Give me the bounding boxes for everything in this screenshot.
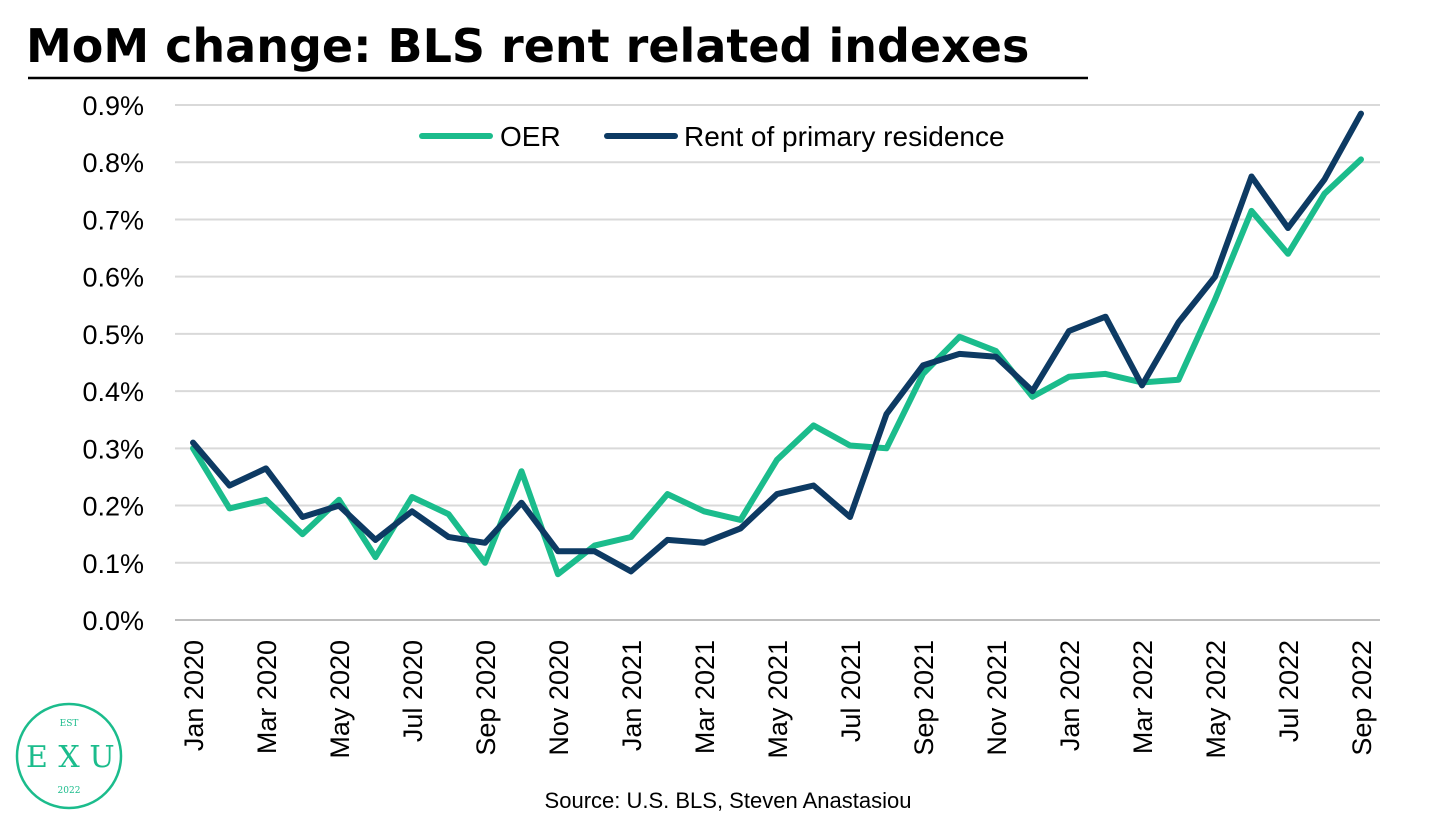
series-lines [190,110,1364,578]
legend-label: Rent of primary residence [684,121,1005,152]
x-tick-label: May 2020 [325,640,355,759]
x-tick-label: Jul 2020 [398,640,428,742]
y-tick-label: 0.3% [82,434,144,464]
x-tick-label: Jul 2022 [1274,640,1304,742]
chart-title: MoM change: BLS rent related indexes [26,19,1029,73]
logo-circle [15,702,123,810]
x-tick-label: Sep 2020 [471,640,501,756]
x-tick-label: Jan 2021 [617,640,647,751]
y-tick-label: 0.8% [82,148,144,178]
x-tick-label: Jul 2021 [836,640,866,742]
y-tick-label: 0.7% [82,205,144,235]
y-tick-label: 0.6% [82,263,144,293]
x-axis-ticks: Jan 2020 Mar 2020 May 2020 Jul 2020 Sep 2020… [179,640,1377,759]
logo-letter-right: U [89,740,114,775]
y-tick-label: 0.5% [82,320,144,350]
series-line-oer [190,156,1364,578]
y-tick-label: 0.0% [82,606,144,636]
x-tick-label: Jan 2020 [179,640,209,751]
legend: OER Rent of primary residence [419,121,1005,152]
logo-letter-left: E [26,740,48,775]
series-line-rent [190,110,1364,575]
x-tick-label: Jan 2022 [1055,640,1085,751]
x-tick-label: Nov 2021 [982,640,1012,756]
y-tick-label: 0.9% [82,91,144,121]
x-tick-label: Mar 2021 [690,640,720,754]
y-axis-ticks: 0.0% 0.1% 0.2% 0.3% 0.4% 0.5% 0.6% 0.7% 0.8% 0.9% [82,91,144,636]
x-tick-label: Mar 2022 [1128,640,1158,754]
logo-letter-middle: X [58,740,80,775]
y-tick-label: 0.1% [82,549,144,579]
brand-logo: EST E X U 2022 [15,702,123,810]
x-tick-label: Mar 2020 [252,640,282,754]
x-tick-label: Nov 2020 [544,640,574,756]
logo-est: EST [60,719,79,729]
x-tick-label: Sep 2022 [1347,640,1377,756]
x-tick-label: May 2022 [1201,640,1231,759]
grid-lines [175,104,1380,621]
legend-label: OER [500,121,561,152]
x-tick-label: May 2021 [763,640,793,759]
logo-year: 2022 [58,786,81,796]
x-tick-label: Sep 2021 [909,640,939,756]
y-tick-label: 0.2% [82,492,144,522]
source-note: Source: U.S. BLS, Steven Anastasiou [545,788,912,813]
y-tick-label: 0.4% [82,377,144,407]
